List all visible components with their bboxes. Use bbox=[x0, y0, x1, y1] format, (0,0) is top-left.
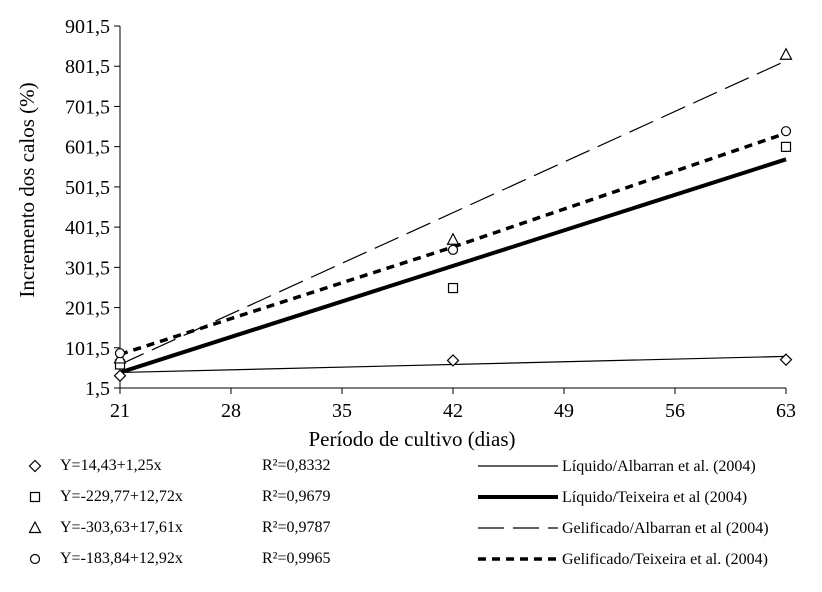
data-point-square bbox=[447, 282, 459, 294]
legend-marker-circle bbox=[29, 553, 41, 565]
data-point-diamond bbox=[779, 353, 793, 366]
data-points bbox=[113, 47, 793, 383]
y-axis-label: Incremento dos calos (%) bbox=[15, 82, 39, 297]
data-point-diamond bbox=[113, 369, 127, 383]
y-tick-label: 201,5 bbox=[65, 298, 110, 320]
y-tick-label: 801,5 bbox=[65, 56, 110, 78]
legend-lines: Líquido/Albarran et al. (2004) Líquido/Te… bbox=[478, 458, 769, 568]
x-tick-label: 49 bbox=[554, 400, 574, 422]
legend-r-squared: R²=0,9965 bbox=[262, 550, 331, 567]
x-tick-labels: 21 28 35 42 49 56 63 bbox=[110, 388, 796, 422]
data-point-square bbox=[780, 141, 792, 152]
y-tick-label: 301,5 bbox=[65, 257, 110, 279]
legend-equation: Y=-229,77+12,72x bbox=[60, 488, 183, 505]
y-tick-labels: 1,5 101,5 201,5 301,5 401,5 501,5 601,5 701,5 80… bbox=[65, 16, 120, 400]
legend-r-squared: R²=0,8332 bbox=[262, 457, 331, 474]
data-point-circle bbox=[114, 348, 126, 359]
x-axis-label: Período de cultivo (dias) bbox=[308, 427, 515, 451]
legend-equation: Y=-303,63+17,61x bbox=[60, 519, 183, 536]
chart-axes bbox=[119, 26, 786, 389]
legend-marker-square bbox=[29, 491, 41, 503]
legend-line-label: Gelificado/Teixeira et al. (2004) bbox=[562, 551, 768, 568]
data-point-circle bbox=[447, 244, 459, 255]
y-tick-label: 601,5 bbox=[65, 137, 110, 159]
y-tick-label: 401,5 bbox=[65, 217, 110, 239]
x-tick-label: 56 bbox=[665, 400, 685, 422]
legend-line-label: Gelificado/Albarran et al (2004) bbox=[562, 520, 769, 537]
data-point-triangle bbox=[446, 232, 460, 245]
legend-line-label: Líquido/Albarran et al. (2004) bbox=[562, 458, 756, 475]
legend-equations: Y=14,43+1,25x R²=0,8332 Y=-229,77+12,72x R²… bbox=[28, 457, 331, 567]
data-point-circle bbox=[780, 126, 792, 137]
trend-lines bbox=[119, 60, 787, 375]
data-point-triangle bbox=[779, 47, 793, 60]
legend-equation: Y=14,43+1,25x bbox=[60, 457, 162, 474]
y-tick-label: 101,5 bbox=[65, 338, 110, 360]
legend-marker-diamond bbox=[28, 459, 42, 473]
legend-equation: Y=-183,84+12,92x bbox=[60, 550, 183, 567]
legend-r-squared: R²=0,9787 bbox=[262, 519, 331, 536]
data-point-diamond bbox=[446, 354, 460, 367]
legend-line-label: Líquido/Teixeira et al (2004) bbox=[562, 489, 747, 506]
y-tick-label: 1,5 bbox=[85, 378, 110, 400]
legend-r-squared: R²=0,9679 bbox=[262, 488, 331, 505]
x-tick-label: 63 bbox=[776, 400, 796, 422]
legend-marker-triangle bbox=[28, 520, 42, 534]
y-tick-label: 501,5 bbox=[65, 177, 110, 199]
trend-line-2 bbox=[119, 157, 787, 375]
x-tick-label: 21 bbox=[110, 400, 130, 422]
y-tick-label: 901,5 bbox=[65, 16, 110, 38]
y-tick-label: 701,5 bbox=[65, 96, 110, 118]
x-tick-label: 28 bbox=[221, 400, 241, 422]
x-tick-label: 35 bbox=[332, 400, 352, 422]
x-tick-label: 42 bbox=[443, 400, 463, 422]
trend-line-4 bbox=[119, 131, 787, 357]
trend-line-3 bbox=[119, 60, 787, 366]
